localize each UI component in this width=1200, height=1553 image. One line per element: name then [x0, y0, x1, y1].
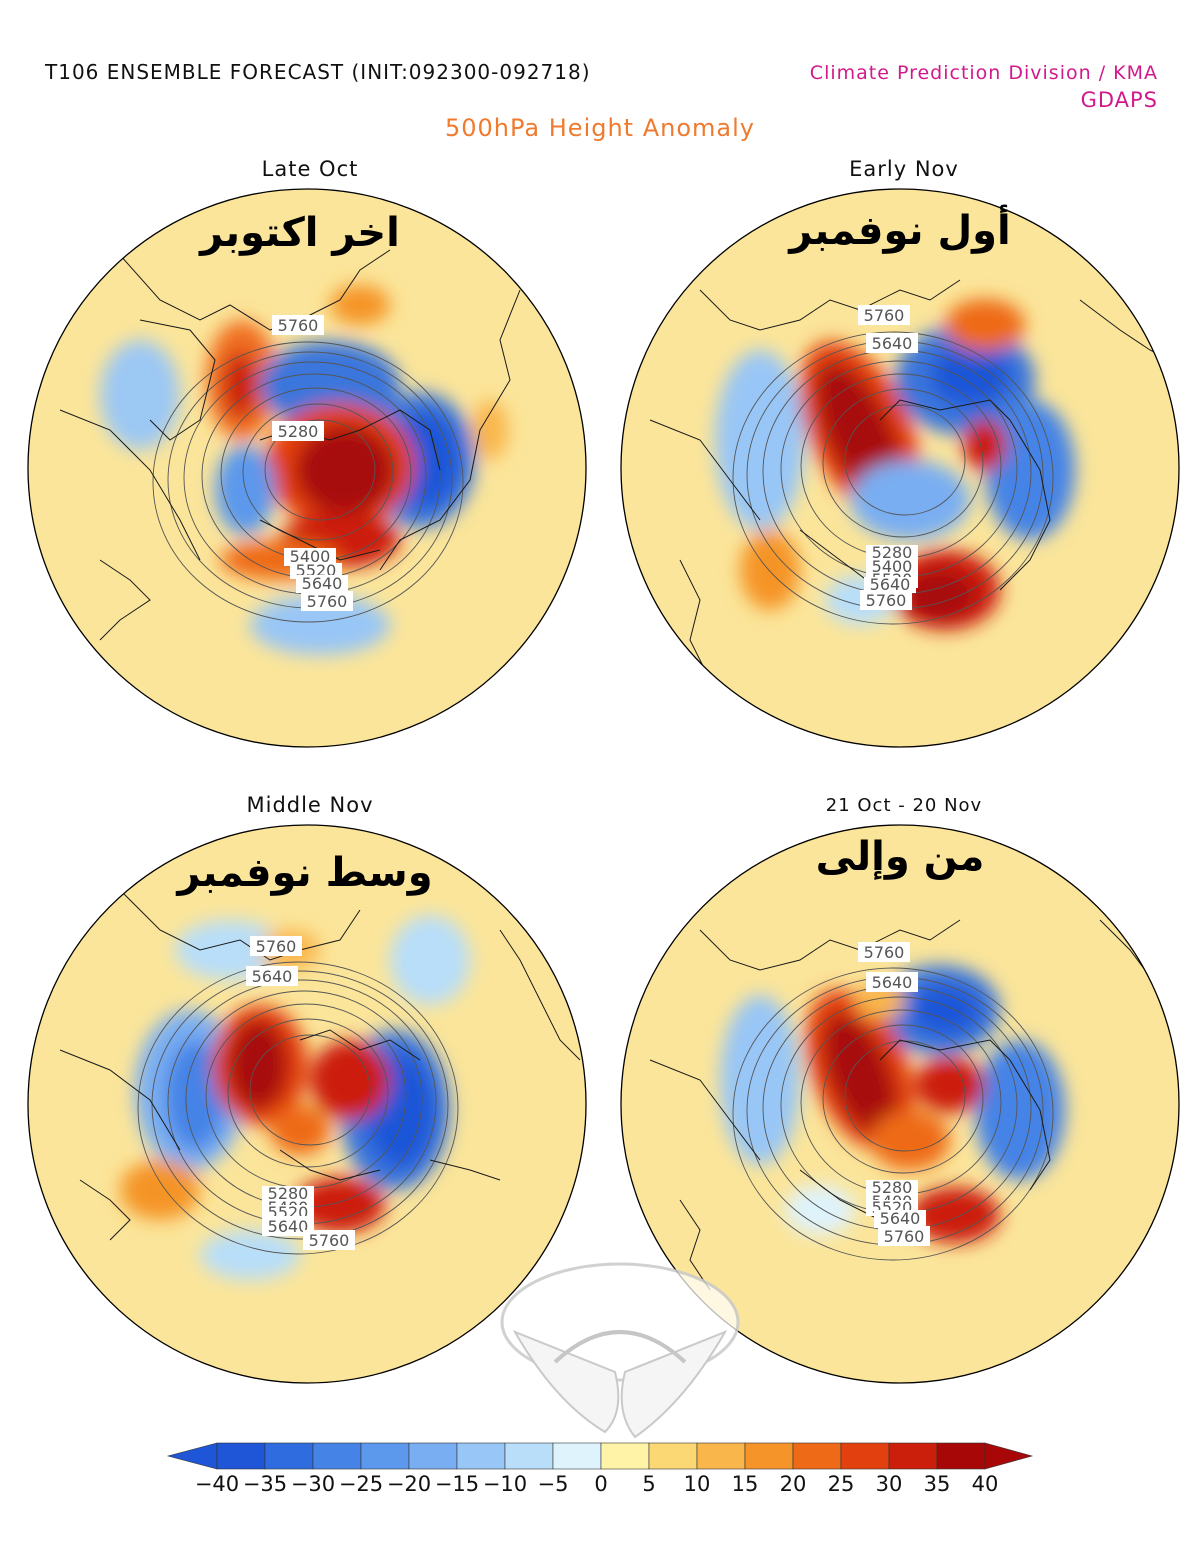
panel-title-late-oct: Late Oct	[261, 157, 359, 181]
colorbar-tick-label: 0	[594, 1472, 608, 1496]
colorbar-tick-label: −15	[434, 1472, 480, 1496]
colorbar-box	[312, 1442, 362, 1470]
arabic-title-full-period: من وإلى	[815, 834, 985, 880]
colorbar-box	[264, 1442, 314, 1470]
colorbar-tick-label: 35	[923, 1472, 951, 1496]
colorbar-box	[648, 1442, 698, 1470]
arabic-title-late-oct: اخر اكتوبر	[200, 210, 400, 256]
colorbar-box	[360, 1442, 410, 1470]
map-panel-middle-nov	[27, 824, 587, 1384]
contour-label: 5760	[278, 316, 319, 335]
map-panel-late-oct	[27, 188, 587, 748]
map-panel-full-period	[620, 824, 1180, 1384]
contour-label: 5640	[302, 574, 343, 593]
colorbar	[166, 1442, 1034, 1470]
colorbar-box	[936, 1442, 986, 1470]
colorbar-arrow-high	[984, 1442, 1034, 1470]
contour-label: 5280	[278, 422, 319, 441]
contour-label: 5640	[880, 1209, 921, 1228]
colorbar-box	[888, 1442, 938, 1470]
contour-label: 5280	[268, 1184, 309, 1203]
colorbar-box	[552, 1442, 602, 1470]
contour-label: 5760	[307, 592, 348, 611]
contour-label: 5280	[872, 543, 913, 562]
handshake-logo-watermark	[500, 1262, 740, 1439]
colorbar-tick-label: 40	[971, 1472, 999, 1496]
contour-label: 5760	[866, 591, 907, 610]
forecast-title: T106 ENSEMBLE FORECAST (INIT:092300-0927…	[45, 60, 591, 84]
contour-label: 5760	[864, 306, 905, 325]
colorbar-tick-label: −35	[242, 1472, 288, 1496]
contour-label: 5760	[884, 1227, 925, 1246]
colorbar-box	[408, 1442, 458, 1470]
contour-label: 5640	[268, 1217, 309, 1236]
colorbar-tick-label: −30	[290, 1472, 336, 1496]
colorbar-tick-label: −5	[537, 1472, 569, 1496]
colorbar-tick-label: 15	[731, 1472, 759, 1496]
colorbar-box	[216, 1442, 266, 1470]
colorbar-tick-label: −10	[482, 1472, 528, 1496]
contour-label: 5400	[872, 557, 913, 576]
colorbar-tick-label: −25	[338, 1472, 384, 1496]
colorbar-tick-label: 30	[875, 1472, 903, 1496]
panel-title-full-period: 21 Oct - 20 Nov	[825, 795, 983, 816]
arabic-title-early-nov: أول نوفمبر	[789, 208, 1011, 254]
colorbar-box	[600, 1442, 650, 1470]
contour-label: 5640	[252, 967, 293, 986]
colorbar-box	[840, 1442, 890, 1470]
colorbar-tick-label: 10	[683, 1472, 711, 1496]
contour-label: 5760	[864, 943, 905, 962]
colorbar-arrow-low	[166, 1442, 218, 1470]
panel-title-early-nov: Early Nov	[849, 157, 959, 181]
contour-label: 5640	[872, 973, 913, 992]
colorbar-tick-label: −40	[194, 1472, 240, 1496]
map-panel-early-nov	[620, 188, 1180, 748]
contour-label: 5640	[872, 334, 913, 353]
contour-label: 5760	[256, 937, 297, 956]
colorbar-tick-label: 20	[779, 1472, 807, 1496]
colorbar-tick-label: 5	[642, 1472, 656, 1496]
colorbar-box	[792, 1442, 842, 1470]
colorbar-box	[456, 1442, 506, 1470]
contour-label: 5640	[870, 575, 911, 594]
variable-label: 500hPa Height Anomaly	[445, 114, 755, 142]
colorbar-tick-label: −20	[386, 1472, 432, 1496]
contour-labels: 5760 5280 5400 5520 5640 5760 5760 5640 …	[246, 305, 930, 1250]
contour-label: 5280	[872, 1178, 913, 1197]
model-label: GDAPS	[1080, 88, 1158, 112]
organization-label: Climate Prediction Division / KMA	[809, 62, 1158, 84]
colorbar-tick-label: 25	[827, 1472, 855, 1496]
contour-label: 5760	[309, 1231, 350, 1250]
contour-label: 5400	[290, 547, 331, 566]
panel-title-middle-nov: Middle Nov	[246, 793, 374, 817]
arabic-title-middle-nov: وسط نوفمبر	[177, 850, 433, 896]
colorbar-box	[744, 1442, 794, 1470]
